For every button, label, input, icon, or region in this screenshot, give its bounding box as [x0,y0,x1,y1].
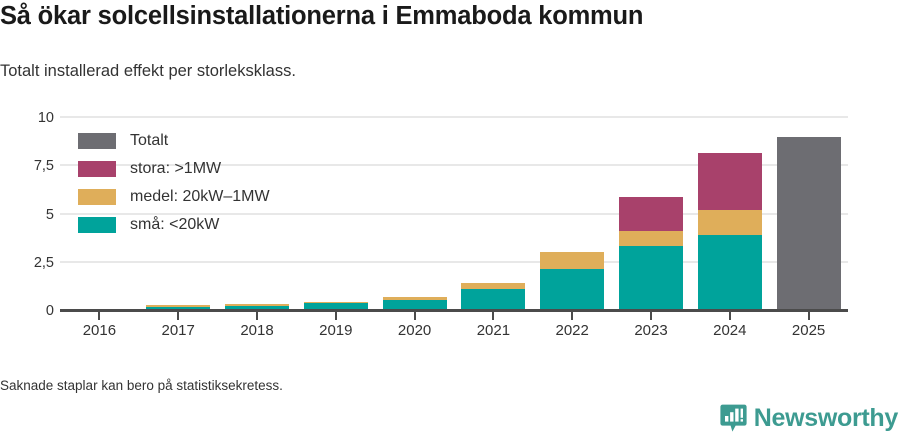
x-tick-label-2018: 2018 [240,322,274,339]
bar-segment-sma[interactable] [697,234,762,311]
y-tick-label: 10 [37,110,54,126]
x-tick-label-2016: 2016 [82,322,117,339]
gridline [60,260,848,263]
bar-group[interactable] [619,118,683,311]
legend-label: stora: >1MW [130,159,222,177]
bar-segment-totalt[interactable] [776,137,841,311]
x-tick-mark [492,311,495,320]
newsworthy-logo[interactable]: Newsworthy [720,404,898,433]
footnote: Saknade staplar kan bero på statistiksek… [0,378,283,393]
bar-segment-medel[interactable] [146,305,211,308]
x-tick-label-2017: 2017 [161,322,195,339]
legend-swatch-medel [78,188,116,205]
x-tick-label-2021: 2021 [476,322,511,339]
legend-item-sma[interactable]: små: <20kW [78,214,270,235]
bar-segment-sma[interactable] [303,303,368,311]
x-tick-label-2023: 2023 [634,322,668,339]
x-tick-mark [650,311,652,320]
bar-group[interactable] [303,118,368,311]
y-tick-label: 7,5 [33,158,54,175]
bar-segment-medel[interactable] [461,283,526,289]
bar-segment-sma[interactable] [225,305,289,311]
x-tick-label-2019: 2019 [319,322,353,339]
x-tick-mark [177,311,180,320]
bar-segment-stora[interactable] [697,152,762,210]
x-tick-label-2024: 2024 [713,322,747,339]
bar-segment-medel[interactable] [697,209,762,235]
bar-segment-stora[interactable] [619,197,683,231]
bar-chart: 0 2,5 5 7,5 10 2016 2017 2018 2019 2020 2021 2022 2… [0,105,900,355]
legend-item-medel[interactable]: medel: 20kW–1MW [78,186,270,207]
bar-segment-medel[interactable] [619,230,683,247]
newsworthy-bar-chart-bubble-icon [720,404,747,433]
x-tick-mark [256,311,258,320]
bar-segment-sma[interactable] [619,246,683,311]
gridline [60,116,848,118]
legend-swatch-stora [78,160,116,177]
y-tick-label: 5 [45,206,54,223]
y-tick-label: 2,5 [33,254,54,271]
bar-segment-medel[interactable] [382,296,447,301]
page-subtitle: Totalt installerad effekt per storlekskl… [0,62,296,80]
bar-segment-sma[interactable] [540,268,605,311]
legend-label: små: <20kW [130,215,220,233]
bar-group[interactable] [540,118,605,311]
chart-legend: Totalt stora: >1MW medel: 20kW–1MW små: <20… [78,130,270,235]
bar-group[interactable] [776,118,841,311]
gridline [60,164,848,167]
x-tick-label-2022: 2022 [555,322,589,339]
x-tick-mark [728,311,731,320]
x-tick-label-2025: 2025 [791,322,826,339]
x-tick-mark [98,311,101,320]
bar-segment-medel[interactable] [540,252,605,269]
gridline [60,212,848,215]
bar-group[interactable] [697,118,762,311]
bar-segment-medel[interactable] [225,303,289,306]
bar-segment-sma[interactable] [382,300,447,311]
legend-swatch-totalt [78,132,116,149]
legend-swatch-sma [78,216,116,233]
y-tick-label: 0 [45,303,54,319]
bar-group[interactable] [382,118,447,311]
page-title: Så ökar solcellsinstallationerna i Emmab… [0,2,644,30]
bar-group[interactable] [461,118,526,311]
bar-segment-medel[interactable] [303,301,368,304]
bar-group[interactable] [225,118,289,311]
x-tick-label-2020: 2020 [397,322,432,339]
legend-item-stora[interactable]: stora: >1MW [78,158,270,179]
x-axis-line [60,309,848,312]
x-tick-mark [807,311,810,320]
bar-segment-sma[interactable] [461,288,526,311]
x-tick-mark [413,311,416,320]
legend-label: medel: 20kW–1MW [130,187,270,205]
legend-label: Totalt [130,131,169,149]
plot-area [60,116,848,312]
brand-name: Newsworthy [753,404,899,432]
x-tick-mark [571,311,574,320]
legend-item-totalt[interactable]: Totalt [78,130,270,151]
x-tick-mark [334,311,337,320]
